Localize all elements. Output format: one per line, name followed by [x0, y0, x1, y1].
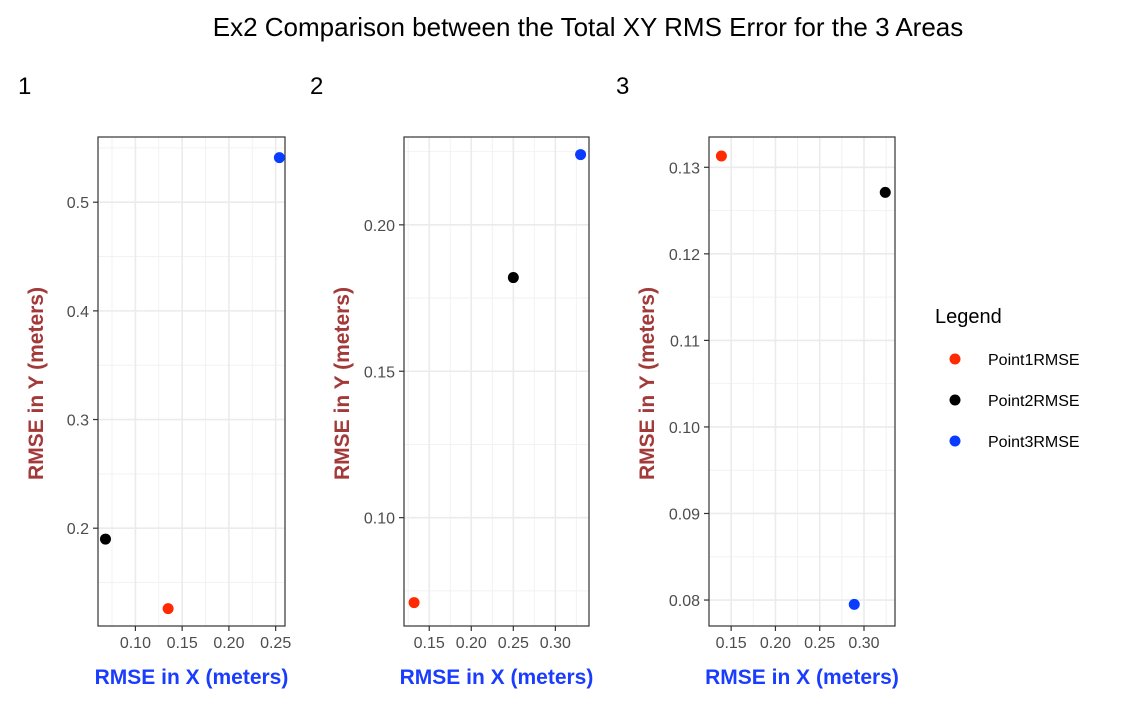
point-point3rmse — [273, 152, 285, 164]
chart-title: Ex2 Comparison between the Total XY RMS … — [213, 12, 964, 42]
point-point2rmse — [879, 186, 891, 198]
x-axis-title: RMSE in X (meters) — [705, 666, 899, 689]
panel-border — [708, 136, 896, 627]
legend-key-point3rmse — [949, 435, 961, 447]
x-tick-label: 0.15 — [716, 635, 747, 652]
panel-tag: 3 — [616, 73, 629, 100]
panel-border — [403, 136, 590, 627]
y-axis-title: RMSE in Y (meters) — [25, 287, 48, 480]
point-point3rmse — [575, 149, 587, 161]
point-point1rmse — [162, 603, 174, 615]
x-tick-label: 0.25 — [260, 635, 291, 652]
x-tick-label: 0.30 — [848, 635, 879, 652]
legend-label-point2rmse: Point2RMSE — [988, 393, 1080, 410]
y-tick-label: 0.20 — [364, 218, 395, 235]
y-tick-label: 0.4 — [67, 304, 89, 321]
point-point2rmse — [507, 272, 519, 284]
legend-label-point3rmse: Point3RMSE — [988, 434, 1080, 451]
x-axis-title: RMSE in X (meters) — [95, 666, 289, 689]
y-tick-label: 0.13 — [669, 160, 700, 177]
y-axis-title: RMSE in Y (meters) — [331, 287, 354, 480]
x-tick-label: 0.25 — [498, 635, 529, 652]
legend-title: Legend — [935, 306, 1002, 328]
panels: 1 0.10 0.15 0.20 0.25 0.2 0.3 0.4 0.5 RMSE in X (… — [18, 73, 899, 689]
panel-tag: 2 — [310, 73, 323, 100]
x-tick-label: 0.30 — [540, 635, 571, 652]
point-point1rmse — [408, 597, 420, 609]
point-point1rmse — [715, 150, 727, 162]
y-tick-label: 0.11 — [670, 333, 700, 350]
panel-tag: 1 — [18, 73, 31, 100]
x-tick-label: 0.15 — [414, 635, 445, 652]
y-tick-label: 0.09 — [669, 506, 700, 523]
y-tick-label: 0.15 — [364, 364, 395, 381]
legend-key-point2rmse — [949, 394, 961, 406]
x-tick-label: 0.20 — [456, 635, 487, 652]
x-tick-label: 0.20 — [760, 635, 791, 652]
x-axis-title: RMSE in X (meters) — [400, 666, 594, 689]
x-tick-label: 0.20 — [213, 635, 244, 652]
legend: Legend Point1RMSE Point2RMSE Point3RMSE — [935, 306, 1080, 451]
point-point2rmse — [99, 533, 111, 545]
y-tick-label: 0.12 — [669, 247, 700, 264]
y-tick-label: 0.2 — [67, 521, 89, 538]
y-axis-title: RMSE in Y (meters) — [636, 287, 659, 480]
x-tick-label: 0.10 — [120, 635, 151, 652]
y-tick-label: 0.10 — [669, 420, 700, 437]
panel-2: 2 0.15 0.20 0.25 0.30 0.10 0.15 0.20 RMSE in X (… — [310, 73, 593, 689]
y-tick-label: 0.5 — [67, 195, 89, 212]
x-tick-label: 0.15 — [167, 635, 198, 652]
legend-key-point1rmse — [949, 353, 961, 365]
panel-1: 1 0.10 0.15 0.20 0.25 0.2 0.3 0.4 0.5 RMSE in X (… — [18, 73, 291, 689]
legend-label-point1rmse: Point1RMSE — [988, 352, 1080, 369]
y-tick-label: 0.08 — [669, 593, 700, 610]
y-tick-label: 0.3 — [67, 413, 89, 430]
x-tick-label: 0.25 — [804, 635, 835, 652]
point-point3rmse — [848, 598, 860, 610]
panel-border — [97, 136, 286, 627]
panel-3: 3 0.15 0.20 0.25 0.30 0.08 0.09 0.10 0.11 0.12 0.1… — [616, 73, 899, 689]
y-tick-label: 0.10 — [364, 511, 395, 528]
